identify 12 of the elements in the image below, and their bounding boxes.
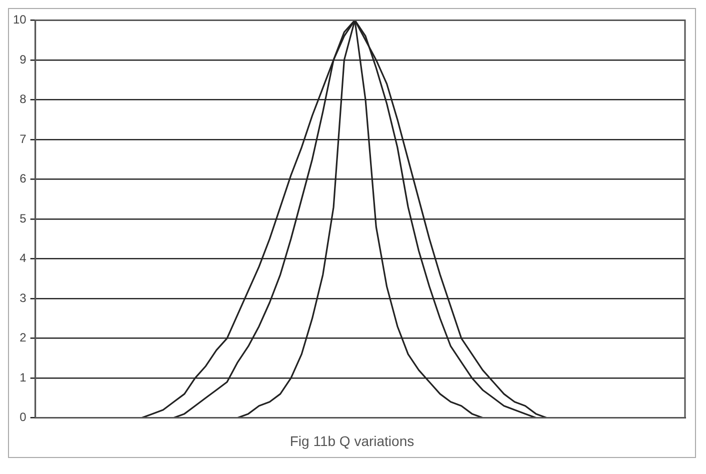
y-tick-label: 6 xyxy=(20,172,27,186)
y-tick-label: 9 xyxy=(20,52,27,66)
caption: Fig 11b Q variations xyxy=(288,432,416,451)
y-tick-label: 8 xyxy=(20,92,27,106)
y-tick-label: 3 xyxy=(20,290,27,305)
y-tick-label: 10 xyxy=(12,12,27,27)
y-tick-label: 7 xyxy=(20,132,27,146)
y-tick-label: 0 xyxy=(20,410,27,424)
y-tick-label: 5 xyxy=(20,211,27,226)
y-tick-label: 1 xyxy=(20,370,27,384)
y-tick-label: 2 xyxy=(20,330,27,345)
y-tick-label: 4 xyxy=(20,251,27,266)
